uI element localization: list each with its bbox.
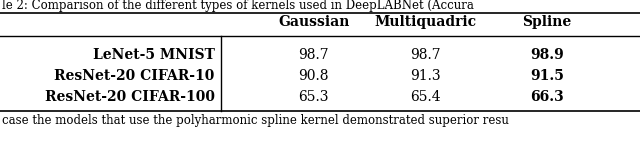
Text: LeNet-5 MNIST: LeNet-5 MNIST bbox=[93, 48, 215, 62]
Text: Spline: Spline bbox=[523, 15, 572, 29]
Text: 65.4: 65.4 bbox=[410, 90, 441, 104]
Text: ResNet-20 CIFAR-10: ResNet-20 CIFAR-10 bbox=[54, 69, 215, 83]
Text: 91.5: 91.5 bbox=[531, 69, 564, 83]
Text: 65.3: 65.3 bbox=[298, 90, 329, 104]
Text: 98.7: 98.7 bbox=[298, 48, 329, 62]
Text: ResNet-20 CIFAR-100: ResNet-20 CIFAR-100 bbox=[45, 90, 215, 104]
Text: Multiquadric: Multiquadric bbox=[374, 15, 477, 29]
Text: 66.3: 66.3 bbox=[531, 90, 564, 104]
Text: 98.9: 98.9 bbox=[531, 48, 564, 62]
Text: 98.7: 98.7 bbox=[410, 48, 441, 62]
Text: 91.3: 91.3 bbox=[410, 69, 441, 83]
Text: case the models that use the polyharmonic spline kernel demonstrated superior re: case the models that use the polyharmoni… bbox=[2, 114, 509, 127]
Text: le 2: Comparison of the different types of kernels used in DeepLABNet (Accura: le 2: Comparison of the different types … bbox=[2, 0, 474, 12]
Text: Gaussian: Gaussian bbox=[278, 15, 349, 29]
Text: 90.8: 90.8 bbox=[298, 69, 329, 83]
